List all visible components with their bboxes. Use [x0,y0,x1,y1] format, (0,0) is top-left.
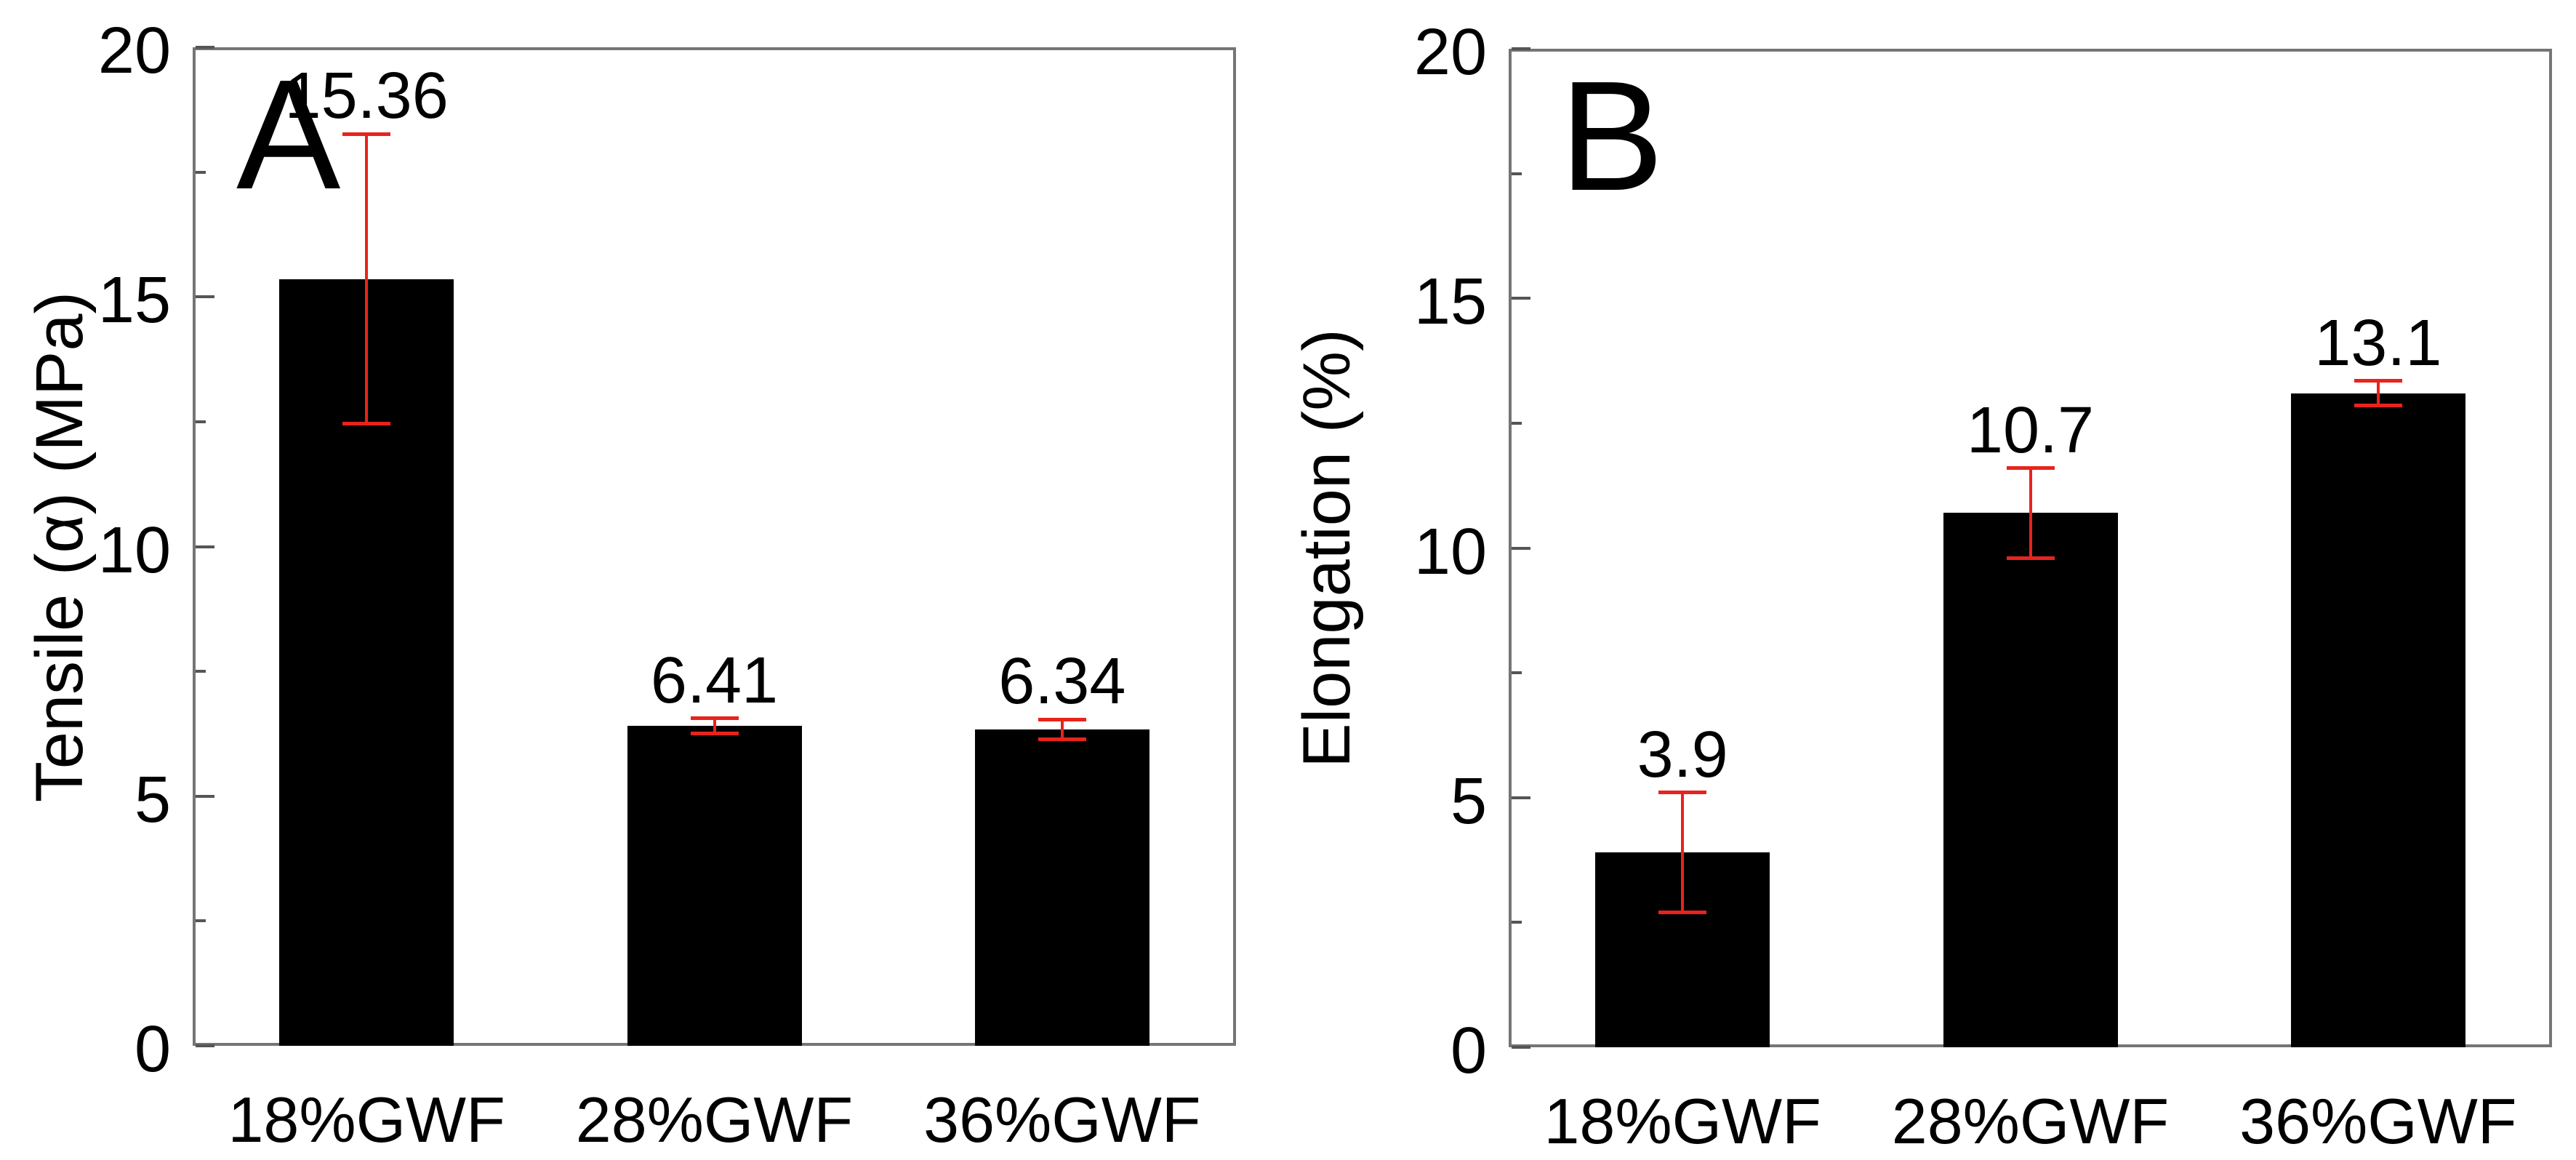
y-major-tick [1512,47,1530,50]
bar-value-label: 13.1 [2314,306,2442,380]
error-bar-cap-bottom [1038,737,1086,741]
y-major-tick [196,1044,214,1047]
error-bar-cap-top [342,132,391,136]
y-minor-tick [196,670,206,673]
y-major-tick [1512,1046,1530,1049]
y-tick-label: 10 [97,513,171,587]
panel-letter: B [1560,48,1664,223]
y-tick-label: 20 [1413,16,1487,89]
y-major-tick [1512,796,1530,799]
y-axis-title: Tensile (α) (MPa) [23,291,97,802]
error-bar-cap-top [2006,466,2055,471]
y-minor-tick [1512,421,1522,425]
x-category-label: 18%GWF [228,1084,505,1156]
bar-value-label: 10.7 [1966,393,2095,467]
x-category-label: 28%GWF [1891,1085,2170,1157]
error-bar-line [2029,468,2032,559]
y-minor-tick [1512,172,1522,175]
y-major-tick [196,295,214,299]
bar-value-label: 3.9 [1637,718,1728,791]
bar-value-label: 6.34 [998,645,1126,719]
error-bar-line [365,134,369,424]
y-tick-label: 10 [1413,515,1487,588]
error-bar-cap-top [1658,791,1707,795]
bar-value-label: 15.36 [284,60,449,133]
error-bar-cap-bottom [342,422,391,426]
y-tick-label: 5 [1450,764,1487,838]
error-bar-cap-bottom [2006,556,2055,560]
error-bar-line [1060,719,1064,740]
y-minor-tick [196,170,206,174]
bar-value-label: 6.41 [650,644,779,717]
error-bar-cap-top [2354,379,2402,383]
y-major-tick [1512,546,1530,550]
error-bar-line [713,718,716,734]
x-category-label: 36%GWF [2239,1085,2517,1157]
y-major-tick [196,545,214,548]
x-category-label: 36%GWF [923,1084,1201,1156]
y-tick-label: 20 [97,15,171,87]
y-minor-tick [196,420,206,423]
y-minor-tick [1512,671,1522,675]
y-major-tick [1512,297,1530,300]
y-major-tick [196,794,214,798]
y-major-tick [196,46,214,49]
error-bar-cap-bottom [2354,404,2402,408]
y-minor-tick [1512,921,1522,924]
error-bar-cap-bottom [690,731,739,735]
x-category-label: 28%GWF [575,1084,854,1156]
bar [1943,513,2118,1047]
error-bar-line [1681,792,1685,913]
bar [2290,393,2465,1047]
bar [974,729,1149,1046]
y-minor-tick [196,919,206,923]
x-category-label: 18%GWF [1544,1085,1821,1157]
y-tick-label: 15 [1413,265,1487,339]
panel-letter: A [236,47,341,222]
y-axis-title: Elongation (%) [1290,328,1364,768]
y-tick-label: 5 [134,763,171,836]
y-tick-label: 0 [1450,1015,1487,1087]
y-tick-label: 0 [134,1013,171,1086]
bar [627,725,802,1046]
error-bar-cap-top [690,716,739,721]
error-bar-cap-top [1038,717,1086,721]
error-bar-line [2376,380,2380,406]
error-bar-cap-bottom [1658,911,1707,915]
y-tick-label: 15 [97,264,171,337]
